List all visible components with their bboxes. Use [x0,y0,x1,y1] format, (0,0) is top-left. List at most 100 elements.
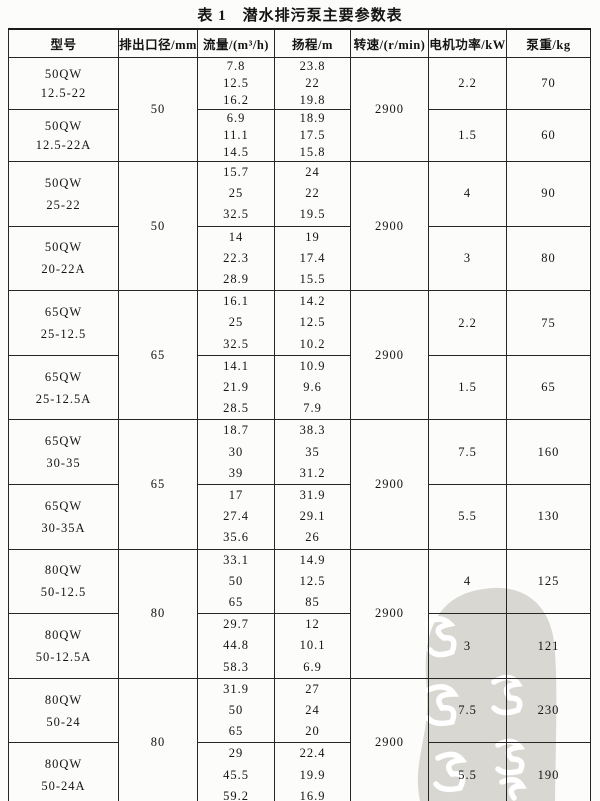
head-value: 23.8 [299,59,326,73]
head-value: 12 [305,617,320,632]
head-value: 18.9 [299,111,326,125]
outlet-diameter-cell: 50 [118,57,198,162]
model-series: 50QW [44,240,83,255]
head-value: 9.6 [303,380,322,395]
head-values-cell: 19 17.4 15.5 [274,225,351,292]
head-values-cell: 24 22 19.5 [274,161,351,227]
model-size: 50-24 [46,714,81,729]
column-header-model: 型号 [8,28,119,58]
pump-weight-cell: 90 [506,161,591,227]
head-values-cell: 27 24 20 [274,677,351,744]
model-name-cell: 80QW 50-24 [8,677,119,744]
pump-weight-cell: 230 [506,677,591,744]
model-series: 80QW [44,757,83,772]
model-series: 50QW [44,175,83,190]
motor-power-cell: 5.5 [428,742,507,801]
motor-power-cell: 5.5 [428,484,507,550]
flow-values-cell: 14.1 21.9 28.5 [197,354,275,421]
motor-power-cell: 7.5 [428,677,507,744]
head-value: 16.9 [299,788,326,801]
table-row: 80QW 50-12.5A 29.7 44.8 58.3 12 10.1 6.9… [8,613,591,679]
flow-value: 29 [228,746,244,761]
flow-value: 31.9 [223,681,249,696]
flow-value: 50 [228,703,244,718]
model-size: 30-35 [46,456,81,471]
head-value: 22.4 [299,746,326,761]
flow-value: 6.9 [226,111,246,125]
head-value: 24 [305,703,320,718]
speed-cell: 2900 [350,419,429,550]
head-value: 10.9 [299,358,326,373]
head-value: 19.9 [299,767,326,782]
head-value: 22 [305,76,320,90]
speed-cell: 2900 [350,548,429,679]
head-value: 6.9 [303,659,322,674]
table-row: 80QW 50-24 80 31.9 50 65 27 24 20 2900 7… [8,677,591,801]
model-series: 65QW [44,369,83,384]
model-series: 80QW [44,628,83,643]
model-name-cell: 65QW 25-12.5 [8,290,119,356]
flow-value: 18.7 [223,423,249,438]
head-value: 19 [305,229,320,244]
flow-values-cell: 7.8 12.5 16.2 [197,57,275,110]
outlet-diameter-cell: 80 [118,677,198,801]
model-series: 65QW [44,434,83,449]
model-series: 80QW [44,563,83,578]
table-row: 80QW 50-24A 29 45.5 59.2 22.4 19.9 16.9 … [8,742,591,801]
model-size: 25-12.5A [35,391,92,406]
speed-cell: 2900 [350,57,429,162]
motor-power-cell: 3 [428,225,507,292]
flow-value: 27.4 [223,509,249,524]
flow-value: 16.2 [223,93,249,107]
motor-power-cell: 1.5 [428,354,507,421]
flow-values-cell: 17 27.4 35.6 [197,484,275,550]
flow-values-cell: 14 22.3 28.9 [197,225,275,292]
pump-weight-cell: 125 [506,548,591,615]
model-size: 12.5-22A [35,137,92,152]
model-size: 50-24A [41,779,86,794]
model-size: 50-12.5A [35,650,92,665]
column-header-outlet: 排出口径/mm [118,28,198,58]
head-value: 10.1 [299,638,326,653]
head-value: 27 [305,681,320,696]
flow-value: 12.5 [223,76,249,90]
head-value: 24 [305,165,320,179]
model-size: 50-12.5 [40,585,87,600]
flow-value: 28.5 [223,401,249,416]
head-values-cell: 10.9 9.6 7.9 [274,354,351,421]
speed-cell: 2900 [350,677,429,801]
flow-value: 22.3 [223,250,249,265]
flow-value: 16.1 [223,294,249,309]
model-series: 80QW [44,692,83,707]
model-series: 50QW [44,118,83,133]
head-value: 12.5 [299,573,326,588]
head-values-cell: 12 10.1 6.9 [274,613,351,679]
speed-cell: 2900 [350,160,429,292]
head-values-cell: 38.3 35 31.2 [274,419,351,486]
head-value: 17.4 [299,250,326,265]
head-value: 17.5 [299,128,326,142]
flow-value: 58.3 [223,659,249,674]
head-value: 14.9 [299,552,326,567]
flow-value: 35.6 [223,530,249,545]
header-row: 型号 排出口径/mm 流量/(m³/h) 扬程/m 转速/(r/min) 电机功… [8,28,591,58]
model-size: 20-22A [41,262,86,277]
flow-value: 39 [228,465,244,480]
table-row: 65QW 30-35A 17 27.4 35.6 31.9 29.1 26 5.… [8,484,591,550]
head-values-cell: 22.4 19.9 16.9 [274,742,351,801]
head-value: 12.5 [299,315,326,330]
flow-value: 29.7 [223,617,249,632]
flow-value: 15.7 [223,165,249,179]
flow-value: 14.1 [223,358,249,373]
flow-values-cell: 15.7 25 32.5 [197,161,275,227]
table-row: 50QW 20-22A 14 22.3 28.9 19 17.4 15.5 3 … [8,225,591,292]
table-row: 65QW 30-35 65 18.7 30 39 38.3 35 31.2 29… [8,419,591,550]
model-series: 65QW [44,305,83,320]
pump-parameters-table: 型号 排出口径/mm 流量/(m³/h) 扬程/m 转速/(r/min) 电机功… [8,28,591,801]
outlet-diameter-cell: 50 [118,160,198,292]
head-value: 31.2 [299,465,326,480]
flow-value: 44.8 [223,638,249,653]
head-value: 7.9 [303,401,322,416]
model-name-cell: 65QW 30-35A [8,484,119,550]
pump-weight-cell: 160 [506,419,591,486]
